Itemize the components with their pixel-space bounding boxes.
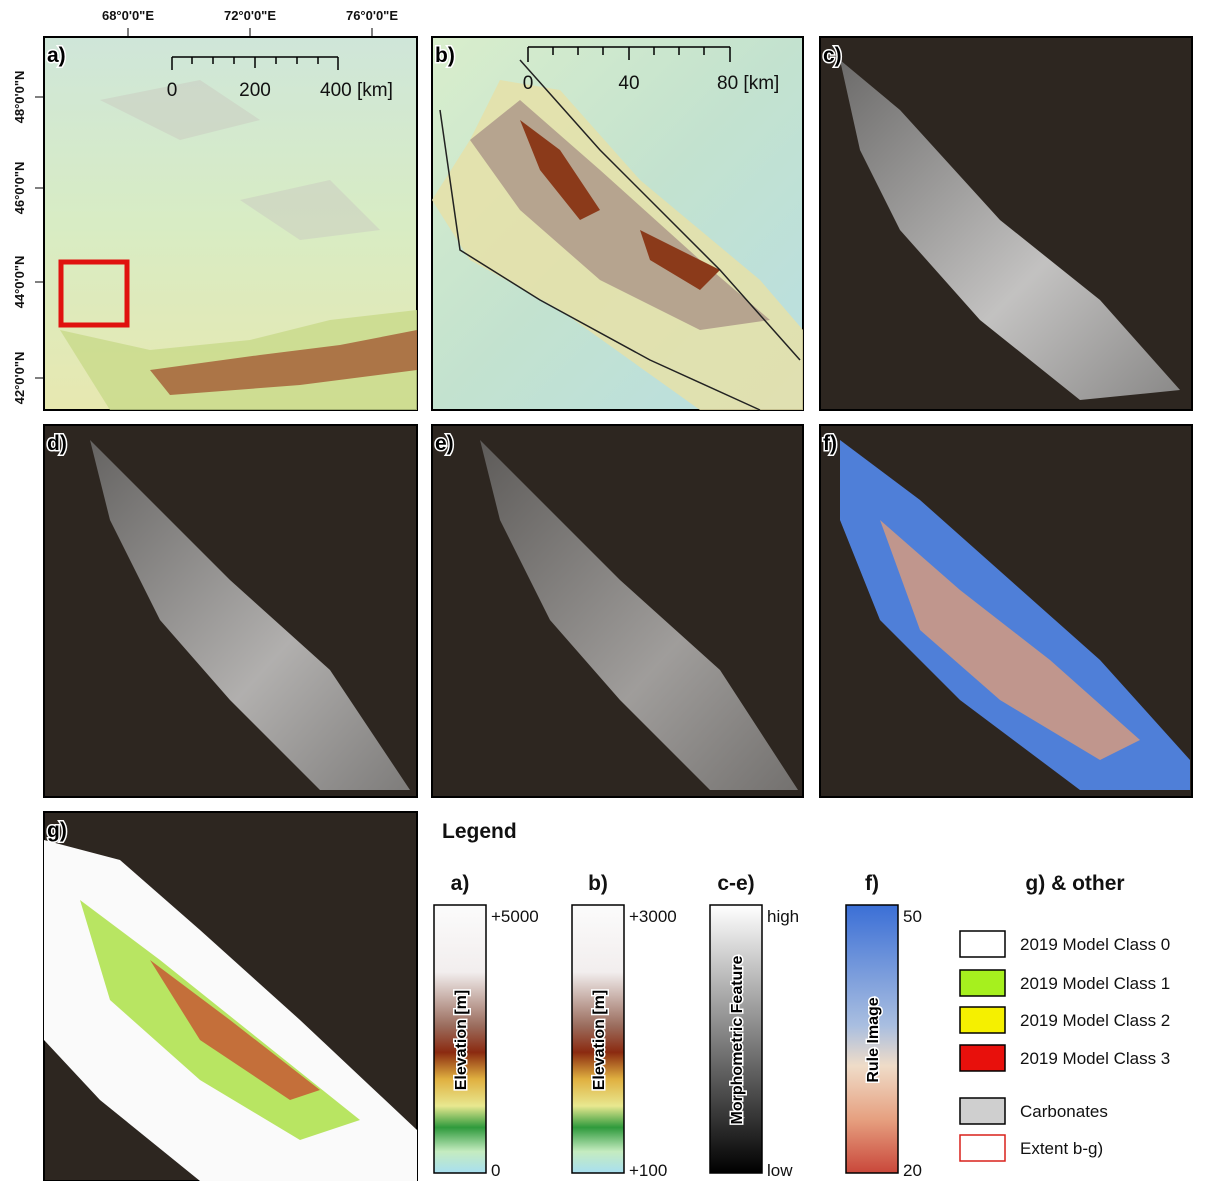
scale-label: 0 [523, 73, 534, 94]
legend-swatch [960, 1098, 1005, 1124]
legend-classes: 2019 Model Class 0 2019 Model Class 1 2019… [960, 931, 1170, 1161]
figure: 68°0'0"E 72°0'0"E 76°0'0"E 48°0'0"N 46°0… [0, 0, 1227, 1181]
ramp-min: +100 [629, 1161, 667, 1180]
panel-label: c) [823, 44, 842, 67]
legend-swatch [960, 1135, 1005, 1161]
legend-heading: f) [865, 872, 879, 895]
legend-heading: b) [588, 872, 608, 895]
scale-label: 0 [167, 80, 178, 101]
panel-label: f) [823, 432, 837, 455]
panel-c [820, 37, 1192, 410]
ramp-max: high [767, 907, 799, 926]
ramp-min: 20 [903, 1161, 922, 1180]
scale-label: 200 [239, 80, 271, 101]
ramp-label: Elevation [m] [591, 990, 608, 1090]
scale-label: 40 [618, 73, 639, 94]
panel-label: b) [435, 44, 455, 67]
panel-g [44, 812, 417, 1181]
latitude-label: 46°0'0"N [12, 162, 27, 215]
ramp-label: Morphometric Feature [729, 955, 746, 1124]
ramp-max: +5000 [491, 907, 539, 926]
panel-label: e) [435, 432, 454, 455]
panel-e [432, 425, 803, 797]
latitude-label: 48°0'0"N [12, 71, 27, 124]
legend-label: 2019 Model Class 2 [1020, 1011, 1170, 1030]
legend-swatch [960, 1007, 1005, 1033]
longitude-label: 68°0'0"E [102, 8, 154, 23]
legend-heading: a) [451, 872, 470, 895]
legend-title: Legend [442, 820, 517, 843]
panel-label: g) [47, 819, 67, 842]
longitude-label: 76°0'0"E [346, 8, 398, 23]
legend-label: 2019 Model Class 0 [1020, 935, 1170, 954]
legend-swatch [960, 931, 1005, 957]
latitude-label: 44°0'0"N [12, 256, 27, 309]
ramp-label: Rule Image [865, 997, 882, 1082]
panel-d [44, 425, 417, 797]
scale-label: 400 [km] [320, 80, 393, 101]
ramp-min: 0 [491, 1161, 500, 1180]
ramp-max: +3000 [629, 907, 677, 926]
panel-f [820, 425, 1192, 797]
scale-label: 80 [km] [717, 73, 779, 94]
legend-label: 2019 Model Class 1 [1020, 974, 1170, 993]
legend-heading: c-e) [717, 872, 754, 895]
panel-label: d) [47, 432, 67, 455]
legend-swatch [960, 1045, 1005, 1071]
legend-label: Carbonates [1020, 1102, 1108, 1121]
legend-swatch [960, 970, 1005, 996]
latitude-label: 42°0'0"N [12, 352, 27, 405]
longitude-label: 72°0'0"E [224, 8, 276, 23]
legend-heading: g) & other [1025, 872, 1124, 895]
panel-label: a) [47, 44, 66, 67]
ramp-label: Elevation [m] [453, 990, 470, 1090]
ramp-min: low [767, 1161, 793, 1180]
legend-ramps: a) Elevation [m] +5000 0 b) Elevation [m] +300… [434, 872, 922, 1180]
legend-label: Extent b-g) [1020, 1139, 1103, 1158]
ramp-max: 50 [903, 907, 922, 926]
legend-label: 2019 Model Class 3 [1020, 1049, 1170, 1068]
